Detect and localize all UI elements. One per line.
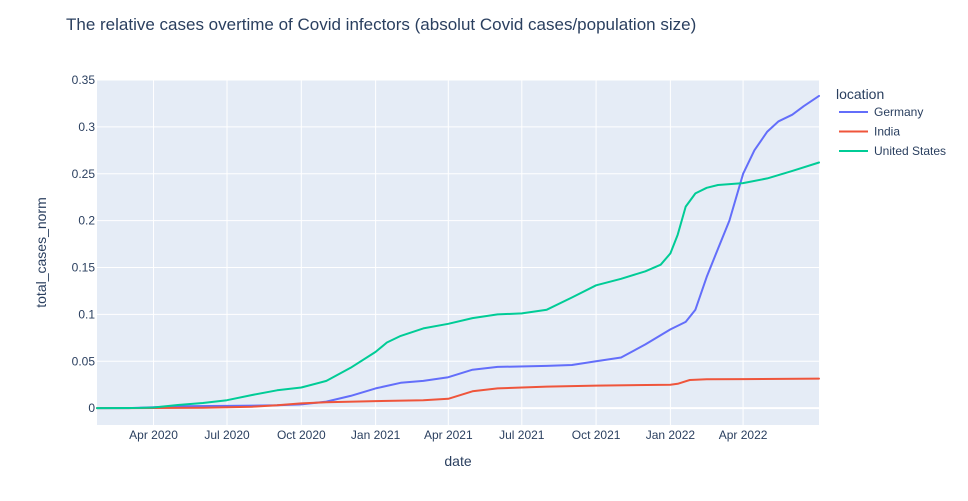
x-tick-label: Jan 2022: [646, 428, 696, 442]
x-tick-label: Oct 2021: [572, 428, 621, 442]
y-tick-label: 0.35: [72, 73, 96, 87]
legend-label: Germany: [874, 105, 923, 119]
x-tick-label: Jul 2021: [499, 428, 545, 442]
y-tick-label: 0.3: [78, 120, 95, 134]
x-tick-label: Apr 2021: [424, 428, 473, 442]
grid-layer: [97, 79, 819, 425]
x-axis-title: date: [444, 453, 471, 469]
y-tick-label: 0.05: [72, 354, 96, 368]
x-tick-label: Jul 2020: [204, 428, 250, 442]
legend-item-india[interactable]: India: [839, 125, 900, 139]
legend-item-united-states[interactable]: United States: [839, 144, 946, 158]
legend-item-germany[interactable]: Germany: [839, 105, 923, 119]
series-layer: [96, 94, 820, 410]
y-tick-label: 0: [88, 401, 95, 415]
plot-area: [97, 80, 819, 425]
series-line-india: [96, 377, 820, 410]
x-tick-label: Apr 2020: [129, 428, 178, 442]
y-tick-label: 0.2: [78, 214, 95, 228]
x-tick-label: Jan 2021: [351, 428, 401, 442]
series-line-united-states: [96, 161, 820, 410]
y-tick-label: 0.1: [78, 307, 95, 321]
legend-title: location: [836, 86, 884, 102]
y-tick-label: 0.25: [72, 167, 96, 181]
y-tick-label: 0.15: [72, 261, 96, 275]
chart-title: The relative cases overtime of Covid inf…: [66, 15, 696, 34]
x-tick-label: Oct 2020: [277, 428, 326, 442]
x-tick-label: Apr 2022: [719, 428, 768, 442]
y-axis-title: total_cases_norm: [33, 197, 49, 308]
legend-label: United States: [874, 144, 946, 158]
axis-layer: Apr 2020 Jul 2020 Oct 2020 Jan 2021 Apr 2021…: [72, 73, 768, 442]
legend-label: India: [874, 125, 900, 139]
legend: location Germany India United States: [836, 86, 946, 158]
